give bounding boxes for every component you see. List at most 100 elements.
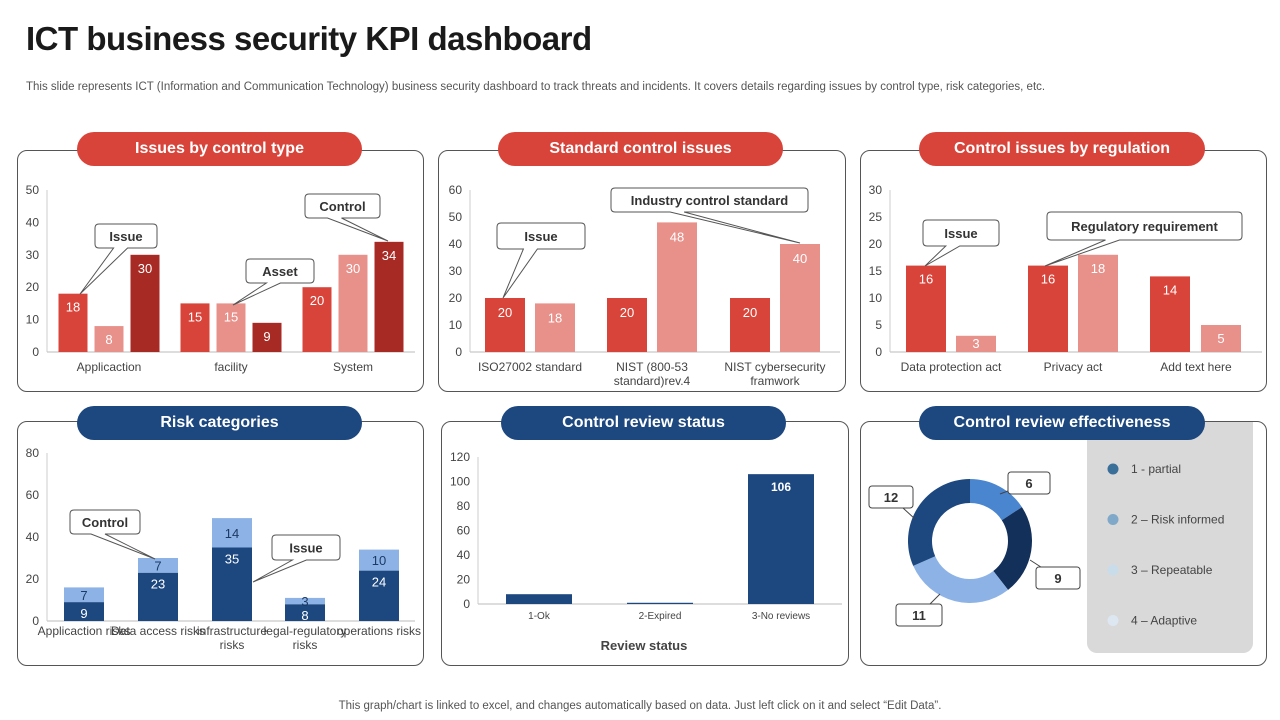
y-tick-label: 15 [869, 264, 883, 278]
callout-box [304, 193, 389, 242]
y-tick-label: 20 [449, 291, 463, 305]
y-tick-label: 10 [449, 318, 463, 332]
y-tick-label: 100 [450, 475, 470, 489]
bar [252, 322, 282, 352]
data-label: 9 [80, 606, 87, 621]
bar [506, 594, 572, 604]
header-control-review-effectiveness: Control review effectiveness [919, 406, 1205, 440]
data-label: 14 [225, 526, 239, 541]
callout-label: Issue [109, 229, 142, 244]
callout-box [1044, 211, 1243, 267]
bar [216, 303, 246, 352]
bar [1201, 325, 1241, 352]
bar [535, 303, 575, 352]
y-tick-label: 20 [869, 237, 883, 251]
category-label: ISO27002 standard [478, 360, 582, 374]
data-label: 7 [154, 558, 161, 573]
slice-label: 11 [912, 608, 926, 623]
bar [607, 298, 647, 352]
donut-slice [908, 479, 970, 566]
footer-note: This graph/chart is linked to excel, and… [338, 700, 942, 712]
data-label: 7 [80, 588, 87, 603]
callout-label: Issue [289, 541, 322, 556]
category-label: Applicaction risks [38, 624, 131, 638]
data-label: 16 [1041, 272, 1055, 287]
slice-label-box [1007, 471, 1051, 495]
bar [285, 597, 325, 605]
data-label: 15 [224, 309, 238, 324]
bar [485, 298, 525, 352]
data-label: 8 [301, 608, 308, 623]
category-label: Data protection act [901, 360, 1002, 374]
data-label: 10 [372, 553, 386, 568]
slice-label: 6 [1025, 476, 1032, 491]
category-label: 2-Expired [639, 611, 682, 622]
callout-label: Regulatory requirement [1071, 219, 1218, 234]
bar [64, 587, 104, 603]
y-tick-label: 40 [449, 237, 463, 251]
bar [657, 222, 697, 352]
callout-label: Control [319, 199, 365, 214]
data-label: 5 [1217, 331, 1224, 346]
y-tick-label: 0 [875, 345, 882, 359]
bar [302, 287, 332, 352]
bar [1028, 265, 1068, 352]
donut-slice [993, 507, 1032, 590]
callout-box [79, 223, 158, 295]
header-control-issues-by-regulation: Control issues by regulation [919, 132, 1205, 166]
callout-label: Asset [262, 264, 298, 279]
data-label: 15 [188, 309, 202, 324]
bar [180, 303, 210, 352]
bar [212, 547, 252, 621]
category-label: NIST cybersecurity [724, 360, 825, 374]
bar [94, 326, 124, 352]
page-title: ICT business security KPI dashboard [26, 20, 592, 57]
data-label: 9 [263, 329, 270, 344]
callout-box [232, 258, 315, 306]
y-tick-label: 60 [449, 183, 463, 197]
bar [627, 602, 693, 604]
callout-label: Issue [524, 229, 557, 244]
y-tick-label: 0 [455, 345, 462, 359]
callout-label: Issue [944, 226, 977, 241]
data-label: 18 [1091, 261, 1105, 276]
data-label: 14 [1163, 282, 1177, 297]
data-label: 30 [138, 261, 152, 276]
callout-label: Industry control standard [631, 193, 789, 208]
data-label: 20 [620, 305, 634, 320]
legend-label: 2 – Risk informed [1131, 513, 1224, 527]
data-label: 35 [225, 552, 239, 567]
y-tick-label: 40 [26, 530, 40, 544]
bar [338, 254, 368, 352]
y-tick-label: 20 [457, 573, 471, 587]
y-tick-label: 30 [26, 248, 40, 262]
y-tick-label: 30 [449, 264, 463, 278]
bar [285, 604, 325, 621]
data-label: 23 [151, 577, 165, 592]
bar [359, 549, 399, 571]
y-tick-label: 25 [869, 210, 883, 224]
callout-label: Control [82, 515, 128, 530]
category-label: framwork [750, 374, 800, 388]
donut-legend-box [1087, 422, 1253, 653]
category-label: System [333, 360, 373, 374]
legend-marker-icon [1107, 564, 1119, 576]
category-label: NIST (800-53 [616, 360, 688, 374]
category-label: facility [214, 360, 247, 374]
legend-label: 4 – Adaptive [1131, 614, 1197, 628]
slice-label-box [868, 485, 914, 509]
bar [1078, 254, 1118, 352]
data-label: 18 [66, 300, 80, 315]
bar [730, 298, 770, 352]
category-label: standard)rev.4 [614, 374, 691, 388]
slice-label: 9 [1054, 571, 1061, 586]
callout-box [69, 509, 156, 560]
y-tick-label: 0 [463, 597, 470, 611]
bar [956, 335, 996, 352]
y-tick-label: 40 [26, 215, 40, 229]
y-tick-label: 50 [26, 183, 40, 197]
data-label: 34 [382, 248, 396, 263]
callout-box [496, 222, 586, 299]
header-risk-categories: Risk categories [77, 406, 362, 440]
category-label: Add text here [1160, 360, 1232, 374]
